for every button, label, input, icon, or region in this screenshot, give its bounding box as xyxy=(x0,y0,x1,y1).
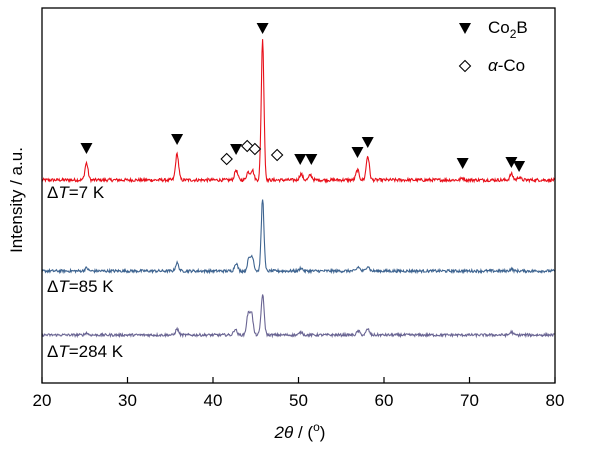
series-label-dt7-value: =7 K xyxy=(69,183,105,202)
x-tick-label: 20 xyxy=(33,391,52,410)
co2b-peak-marker xyxy=(171,134,184,145)
series-label-dt284-delta: Δ xyxy=(47,342,58,361)
co2b-peak-marker xyxy=(294,154,307,165)
series-label-dt7-var: T xyxy=(58,183,70,202)
series-label-dt284: ΔT=284 K xyxy=(47,342,124,361)
y-axis-label: Intensity / a.u. xyxy=(7,147,26,253)
x-tick-label: 60 xyxy=(375,391,394,410)
co2b-peak-marker xyxy=(80,143,93,154)
co2b-peak-marker xyxy=(256,23,269,34)
co2b-peak-marker xyxy=(305,154,318,165)
legend-co2b-marker xyxy=(459,23,471,34)
series-label-dt7: ΔT=7 K xyxy=(47,183,105,202)
x-axis-symbol: 2θ xyxy=(274,423,294,442)
x-axis-unit-degree: o xyxy=(313,420,320,434)
co2b-peak-marker xyxy=(505,157,518,168)
series-label-dt7-delta: Δ xyxy=(47,183,58,202)
co2b-peak-marker xyxy=(456,158,469,169)
series-line-2 xyxy=(41,294,556,339)
peak-marker-layer xyxy=(80,23,526,172)
x-tick-label: 30 xyxy=(118,391,137,410)
legend-co2b-sub: 2 xyxy=(510,27,517,41)
series-line-1 xyxy=(41,199,556,275)
legend-alpha-co-marker xyxy=(458,59,472,73)
co2b-peak-marker xyxy=(361,137,374,148)
series-line-0 xyxy=(41,39,556,184)
legend-co2b-base: Co xyxy=(488,18,510,37)
alpha-co-peak-marker xyxy=(270,148,284,162)
x-tick-label: 40 xyxy=(204,391,223,410)
x-axis-label: 2θ / (o) xyxy=(274,420,326,442)
legend-alpha-co-tail: -Co xyxy=(498,56,525,75)
series-label-dt85-value: =85 K xyxy=(69,277,115,296)
legend: Co2B α-Co xyxy=(458,18,528,75)
co2b-peak-marker xyxy=(230,144,243,155)
co2b-peak-marker xyxy=(351,147,364,158)
legend-co2b-label: Co2B xyxy=(488,18,528,41)
plot-frame xyxy=(41,7,556,384)
series-label-dt85: ΔT=85 K xyxy=(47,277,114,296)
series-label-dt284-var: T xyxy=(58,342,70,361)
alpha-co-peak-marker xyxy=(220,152,233,166)
series-label-dt284-value: =284 K xyxy=(69,342,124,361)
legend-alpha-symbol: α xyxy=(488,56,499,75)
legend-co2b-tail: B xyxy=(516,18,527,37)
series-label-dt85-delta: Δ xyxy=(47,277,58,296)
series-layer xyxy=(41,39,556,339)
series-label-dt85-var: T xyxy=(58,277,70,296)
x-axis-unit-prefix: / ( xyxy=(293,423,313,442)
legend-triangle-icon xyxy=(459,23,471,34)
co2b-peak-marker xyxy=(513,161,526,172)
x-axis-unit-suffix: ) xyxy=(320,423,326,442)
x-tick-label: 50 xyxy=(289,391,308,410)
alpha-co-peak-marker xyxy=(248,142,262,156)
legend-diamond-icon xyxy=(458,59,472,73)
legend-alpha-co-label: α-Co xyxy=(488,56,525,75)
x-tick-label: 80 xyxy=(546,391,565,410)
x-tick-label: 70 xyxy=(460,391,479,410)
x-axis-ticks: 20 30 40 50 60 70 80 xyxy=(33,377,565,410)
